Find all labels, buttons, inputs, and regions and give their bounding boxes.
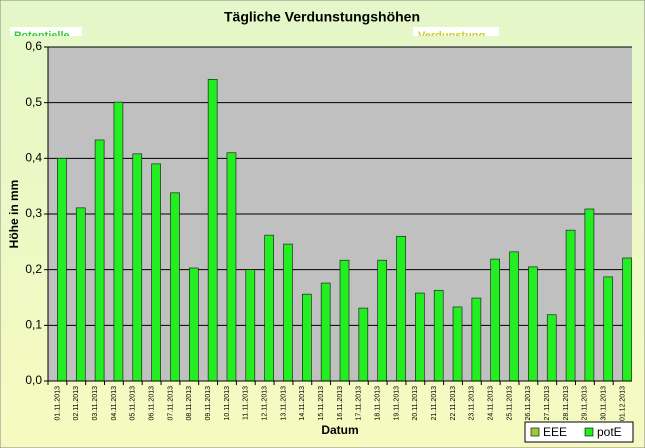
bar	[358, 307, 369, 382]
y-tick-label: 0,5	[25, 95, 42, 109]
legend-swatch	[584, 427, 594, 437]
bar	[113, 101, 124, 382]
bar	[151, 163, 161, 382]
bar	[415, 292, 425, 382]
x-tick-label: 08.11.2013	[186, 386, 193, 421]
bar	[584, 208, 595, 382]
y-tick-label: 0,1	[25, 318, 42, 332]
annotation: Verdunstung	[418, 30, 485, 42]
x-tick-label: 11.11.2013	[243, 386, 250, 420]
x-tick-label: 25.11.2013	[506, 386, 513, 421]
x-tick-label: 07.11.2013	[167, 386, 174, 421]
legend-label: EEE	[543, 425, 567, 439]
x-tick-label: 18.11.2013	[375, 386, 382, 421]
bar	[302, 293, 312, 382]
x-tick-label: 05.11.2013	[130, 386, 137, 421]
x-tick-label: 01.11.2013	[54, 386, 61, 421]
x-tick-label: 24.11.2013	[488, 386, 495, 421]
y-tick-label: 0,2	[25, 262, 42, 276]
bar	[207, 78, 218, 382]
bar	[75, 207, 86, 382]
bar	[490, 258, 501, 382]
y-tick-label: 0,6	[25, 39, 42, 53]
bar	[188, 267, 199, 382]
y-tick-label: 0,3	[25, 206, 42, 220]
annotation-box	[10, 27, 82, 36]
bar	[622, 257, 632, 382]
y-tick-label: 0,4	[25, 151, 42, 165]
bar	[226, 152, 237, 382]
x-tick-label: 14.11.2013	[299, 386, 306, 421]
bar	[546, 314, 557, 382]
bar	[132, 153, 143, 382]
bar	[170, 192, 180, 382]
bar	[320, 282, 331, 382]
x-tick-label: 02.11.2013	[73, 386, 80, 421]
x-tick-label: 06.11.2013	[148, 386, 155, 421]
bar	[245, 269, 256, 382]
bar	[339, 259, 350, 382]
bar	[603, 276, 614, 382]
x-tick-label: 22.11.2013	[450, 386, 457, 421]
bar	[264, 234, 274, 382]
annotation-box	[413, 27, 499, 36]
bar	[57, 158, 67, 382]
legend-swatch	[530, 427, 540, 437]
x-tick-label: 12.11.2013	[261, 386, 268, 421]
x-axis-label: Datum	[321, 423, 358, 437]
y-axis-label: Höhe in mm	[7, 180, 21, 249]
bar	[94, 139, 105, 382]
bar	[396, 235, 406, 382]
x-tick-label: 09.11.2013	[205, 386, 212, 421]
x-tick-label: 26.11.2013	[525, 386, 532, 421]
x-tick-label: 01.12.2013	[619, 386, 626, 421]
bar	[283, 243, 293, 382]
x-tick-label: 30.11.2013	[601, 386, 608, 421]
bar	[565, 229, 576, 382]
x-tick-label: 17.11.2013	[356, 386, 363, 421]
x-tick-label: 19.11.2013	[393, 386, 400, 421]
x-tick-label: 04.11.2013	[111, 386, 118, 421]
x-tick-label: 13.11.2013	[280, 386, 287, 421]
x-tick-label: 28.11.2013	[563, 386, 570, 421]
x-tick-label: 27.11.2013	[544, 386, 551, 421]
x-tick-label: 20.11.2013	[412, 386, 419, 421]
x-tick-label: 23.11.2013	[469, 386, 476, 421]
bar	[509, 251, 519, 382]
x-tick-label: 16.11.2013	[337, 386, 344, 421]
x-tick-label: 29.11.2013	[582, 386, 589, 421]
annotation: Potentielle	[14, 30, 70, 42]
bar	[528, 266, 538, 382]
bar	[471, 297, 482, 382]
legend-box	[524, 421, 634, 443]
bar	[433, 289, 444, 382]
x-tick-label: 10.11.2013	[224, 386, 231, 421]
chart-title: Tägliche Verdunstungshöhen	[224, 9, 420, 25]
bar	[452, 306, 463, 382]
y-tick-label: 0,0	[25, 373, 42, 387]
bar	[377, 259, 387, 382]
x-tick-label: 15.11.2013	[318, 386, 325, 421]
x-tick-label: 03.11.2013	[92, 386, 99, 421]
x-tick-label: 21.11.2013	[431, 386, 438, 421]
legend-label: potE	[597, 425, 622, 439]
